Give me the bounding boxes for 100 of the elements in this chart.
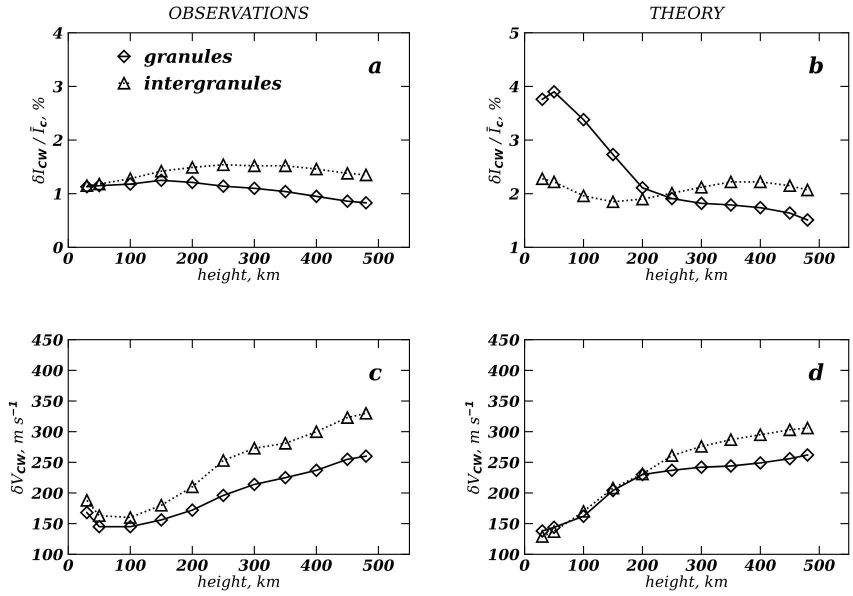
point	[694, 460, 708, 474]
y-tick-label: 200	[31, 487, 63, 499]
point	[783, 206, 797, 220]
legend-label: granules	[144, 49, 232, 67]
x-tick-label: 100	[568, 252, 599, 264]
point	[536, 172, 549, 186]
point	[216, 158, 230, 172]
legend-label: intergranules	[144, 76, 282, 94]
point	[666, 449, 678, 462]
point	[724, 459, 738, 473]
y-tick-label: 300	[488, 426, 520, 438]
point	[606, 482, 620, 494]
x-tick-label: 200	[176, 252, 208, 264]
point	[606, 195, 620, 208]
y-axis-title: δI$_{CW}$ / Ī$_{c}$, %	[486, 98, 503, 184]
point	[310, 162, 323, 176]
point	[800, 448, 814, 462]
y-tick-label: 400	[488, 364, 520, 376]
point	[124, 172, 137, 186]
point	[754, 456, 768, 470]
x-tick-label: 300	[686, 559, 717, 571]
point	[754, 428, 767, 442]
annotation: b	[809, 56, 823, 74]
point	[547, 520, 561, 534]
y-tick-label: 2	[509, 188, 519, 200]
x-tick-label: 300	[238, 252, 270, 264]
y-axis-title: δV$_{CW}$, m s$^{−1}$	[9, 402, 26, 494]
point	[801, 184, 814, 196]
x-tick-label: 200	[176, 559, 208, 571]
point	[754, 176, 767, 188]
point	[186, 176, 200, 190]
point	[536, 524, 550, 538]
annotation: c	[369, 368, 382, 380]
point	[248, 442, 261, 455]
x-axis-title: height, km	[198, 268, 280, 284]
point	[310, 190, 324, 204]
point	[154, 164, 168, 178]
point	[341, 411, 354, 424]
y-tick-label: 300	[32, 426, 63, 438]
y-tick-label: 100	[488, 548, 520, 560]
point	[576, 112, 590, 126]
point	[80, 494, 94, 507]
x-tick-label: 500	[804, 252, 835, 264]
point	[724, 433, 738, 446]
point	[636, 192, 649, 206]
y-tick-label: 2	[52, 134, 63, 146]
point	[216, 454, 230, 467]
y-tick-label: 400	[32, 364, 63, 376]
y-tick-label: 1	[510, 242, 518, 254]
point	[248, 159, 261, 172]
y-tick-label: 5	[509, 27, 519, 39]
x-tick-label: 400	[300, 559, 332, 571]
point	[92, 520, 106, 534]
point	[800, 213, 814, 227]
x-tick-label: 100	[115, 559, 146, 571]
point	[536, 92, 550, 106]
point	[80, 506, 94, 520]
point	[360, 406, 372, 420]
y-tick-label: 250	[31, 456, 63, 468]
point	[548, 176, 560, 188]
y-tick-label: 450	[488, 334, 520, 346]
point	[694, 196, 708, 210]
y-tick-label: 200	[488, 487, 520, 499]
point	[216, 179, 230, 193]
point	[783, 179, 796, 192]
y-tick-label: 350	[488, 395, 520, 408]
chart-title: OBSERVATIONS	[169, 6, 309, 20]
point	[186, 503, 200, 517]
point	[248, 478, 262, 492]
y-tick-label: 250	[488, 456, 520, 468]
point	[124, 520, 138, 534]
point	[548, 525, 560, 538]
x-tick-label: 300	[686, 252, 717, 264]
x-tick-label: 0	[520, 559, 530, 571]
y-tick-label: 150	[32, 518, 63, 530]
y-tick-label: 100	[32, 548, 63, 560]
x-tick-label: 100	[115, 252, 146, 264]
y-axis-title: δI$_{CW}$ / Ī$_{c}$, %	[30, 98, 47, 184]
point	[359, 449, 373, 463]
point	[577, 189, 590, 202]
y-tick-label: 3	[509, 134, 519, 146]
point	[666, 186, 678, 200]
x-tick-label: 200	[626, 559, 658, 571]
y-tick-label: 450	[32, 334, 63, 346]
x-axis-title: height, km	[646, 268, 728, 284]
point	[154, 174, 168, 188]
point	[724, 198, 738, 212]
point	[278, 470, 292, 484]
point	[340, 452, 354, 466]
point	[124, 511, 137, 524]
point	[801, 422, 814, 434]
point	[665, 192, 679, 206]
x-tick-label: 400	[744, 559, 776, 571]
point	[278, 159, 292, 172]
point	[248, 182, 262, 196]
x-tick-label: 500	[362, 559, 394, 571]
point	[340, 194, 354, 208]
point	[606, 148, 620, 162]
y-tick-label: 4	[52, 27, 62, 39]
point	[216, 488, 230, 502]
